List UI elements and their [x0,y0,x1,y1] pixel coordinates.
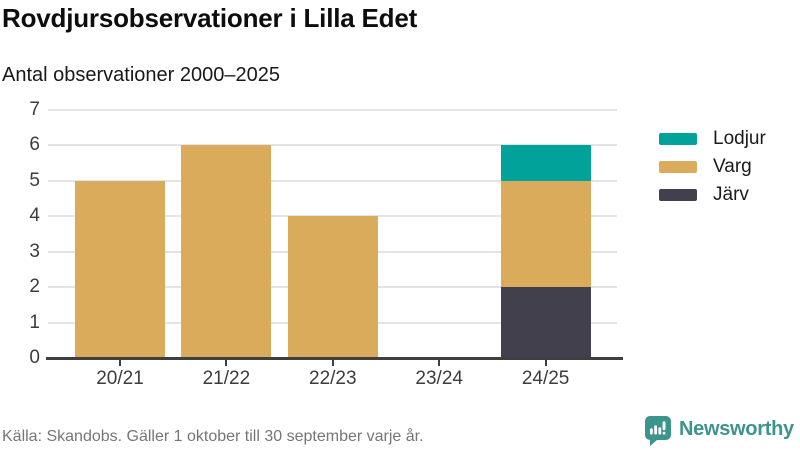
x-axis-category-label: 24/25 [521,368,570,389]
bar-chart-speech-bubble-icon [645,416,671,446]
x-axis-tick [438,359,441,366]
x-axis-category-label: 21/22 [202,368,251,389]
legend-item-varg: Varg [659,153,766,181]
legend-label: Järv [713,184,749,205]
legend-item-lodjur: Lodjur [659,125,766,153]
source-note: Källa: Skandobs. Gäller 1 oktober till 3… [2,428,424,445]
x-axis-category-label: 20/21 [96,368,144,389]
chart-subtitle: Antal observationer 2000–2025 [2,64,280,86]
bar-segment-varg-24-25 [500,180,591,287]
y-axis-tick-label: 1 [29,311,40,333]
y-axis-tick-label: 3 [29,240,40,262]
newsworthy-wordmark: Newsworthy [679,418,794,440]
newsworthy-logo: Newsworthy [645,416,794,446]
x-axis-category-label: 23/24 [415,368,463,389]
bar-segment-lodjur-24-25 [500,145,591,181]
y-axis-tick-label: 6 [29,134,40,155]
bar-segment-varg-22-23 [287,216,378,358]
bar-segment-varg-20-21 [75,180,165,358]
x-axis-line [46,356,623,360]
chart-legend: Lodjur Varg Järv [659,125,766,209]
y-axis-tick-label: 7 [29,98,40,120]
bar-segment-varg-21-22 [181,145,272,358]
gridline-y5 [48,179,617,182]
chart-title: Rovdjursobservationer i Lilla Edet [2,3,418,33]
legend-swatch-varg [659,161,697,173]
legend-swatch-lodjur [659,133,697,145]
legend-item-järv: Järv [659,181,766,209]
legend-label: Lodjur [713,128,766,149]
x-axis-tick [331,359,334,366]
x-axis-tick [119,359,121,366]
x-axis-tick [544,359,547,366]
y-axis-tick-label: 2 [29,276,40,297]
bar-segment-järv-24-25 [500,287,591,358]
y-axis-tick-label: 0 [29,347,40,368]
x-axis-category-label: 22/23 [309,368,357,389]
gridline-y6 [48,144,617,146]
y-axis-tick-label: 4 [29,205,40,226]
y-axis-tick-label: 5 [29,169,40,191]
legend-swatch-järv [659,189,697,201]
x-axis-tick [225,359,228,366]
gridline-y7 [48,108,617,111]
legend-label: Varg [713,156,752,177]
